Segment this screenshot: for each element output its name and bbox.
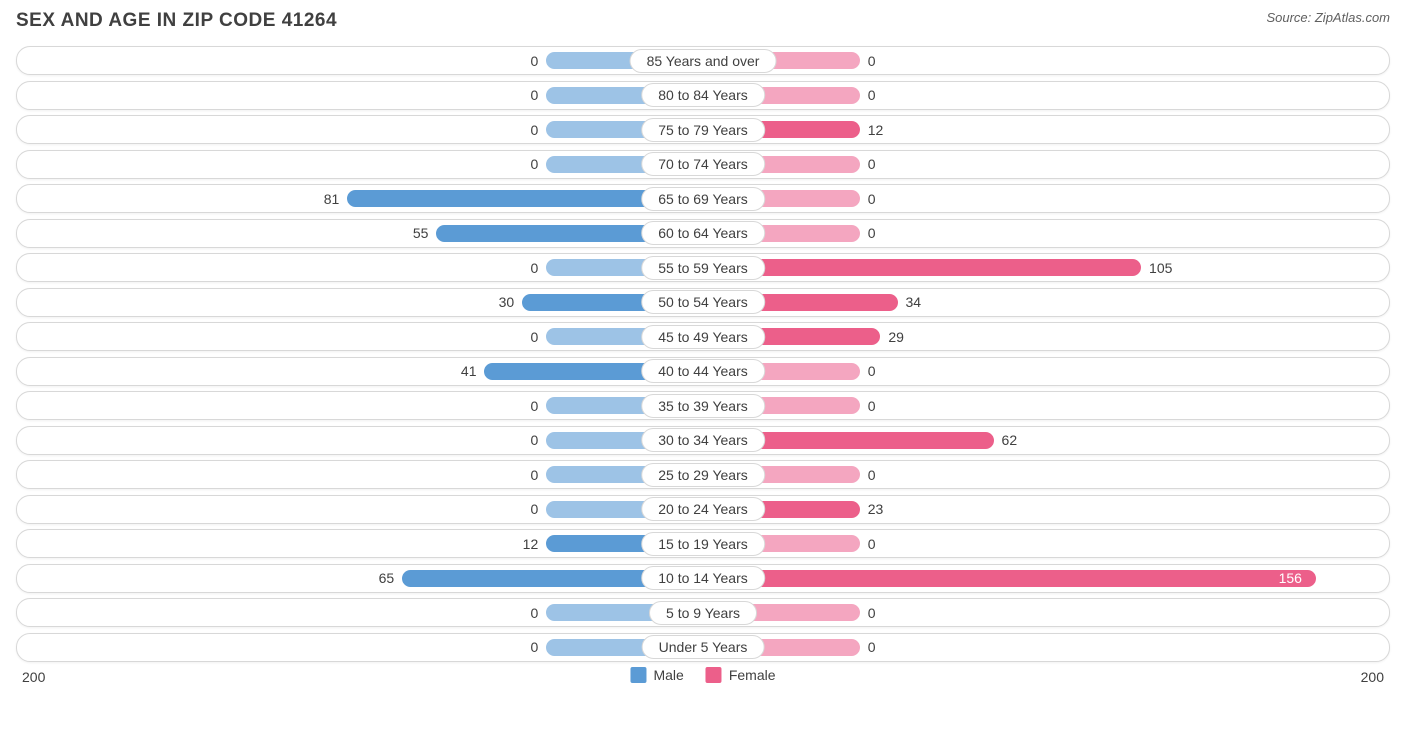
table-row: 0 12 75 to 79 Years [16,115,1390,144]
female-value: 34 [898,294,930,311]
category-label: 30 to 34 Years [641,428,765,452]
male-value: 55 [405,225,437,242]
chart-header: SEX AND AGE IN ZIP CODE 41264 Source: Zi… [16,10,1390,32]
female-value: 105 [1141,259,1180,276]
table-row: 55 0 60 to 64 Years [16,219,1390,248]
female-value: 62 [994,432,1026,449]
female-value: 0 [860,87,884,104]
category-label: 80 to 84 Years [641,83,765,107]
chart-footer: 200 Male Female 200 [16,667,1390,693]
category-label: 70 to 74 Years [641,152,765,176]
category-label: 55 to 59 Years [641,256,765,280]
male-value: 0 [522,87,546,104]
male-value: 0 [522,466,546,483]
chart-legend: Male Female [630,667,775,683]
category-label: 45 to 49 Years [641,325,765,349]
female-value: 0 [860,604,884,621]
table-row: 0 0 85 Years and over [16,46,1390,75]
female-value: 29 [880,328,912,345]
table-row: 0 0 70 to 74 Years [16,150,1390,179]
legend-swatch [630,667,646,683]
table-row: 81 0 65 to 69 Years [16,184,1390,213]
female-value: 0 [860,156,884,173]
female-value: 0 [860,225,884,242]
table-row: 0 0 35 to 39 Years [16,391,1390,420]
male-value: 0 [522,432,546,449]
axis-max-left: 200 [22,669,45,685]
table-row: 0 0 25 to 29 Years [16,460,1390,489]
table-row: 0 23 20 to 24 Years [16,495,1390,524]
male-value: 0 [522,121,546,138]
female-bar: 105 [703,258,1142,277]
female-value: 0 [860,52,884,69]
legend-label: Male [653,667,683,683]
chart-source: Source: ZipAtlas.com [1266,10,1390,25]
male-value: 0 [522,156,546,173]
category-label: 10 to 14 Years [641,566,765,590]
male-value: 41 [453,363,485,380]
table-row: 0 0 Under 5 Years [16,633,1390,662]
category-label: 25 to 29 Years [641,463,765,487]
category-label: 60 to 64 Years [641,221,765,245]
category-label: 15 to 19 Years [641,532,765,556]
table-row: 30 34 50 to 54 Years [16,288,1390,317]
table-row: 0 29 45 to 49 Years [16,322,1390,351]
category-label: 35 to 39 Years [641,394,765,418]
female-value: 0 [860,397,884,414]
legend-item: Male [630,667,683,683]
female-bar: 156 [703,569,1317,588]
female-value: 23 [860,501,892,518]
category-label: Under 5 Years [642,635,765,659]
male-value: 30 [491,294,523,311]
legend-swatch [706,667,722,683]
category-label: 85 Years and over [630,49,777,73]
female-value: 0 [860,639,884,656]
male-value: 0 [522,52,546,69]
table-row: 12 0 15 to 19 Years [16,529,1390,558]
table-row: 65 156 10 to 14 Years [16,564,1390,593]
chart-title: SEX AND AGE IN ZIP CODE 41264 [16,10,337,32]
male-value: 81 [316,190,348,207]
male-value: 65 [371,570,403,587]
female-value: 0 [860,363,884,380]
category-label: 40 to 44 Years [641,359,765,383]
male-value: 12 [515,535,547,552]
female-value: 156 [1271,570,1310,587]
table-row: 0 62 30 to 34 Years [16,426,1390,455]
category-label: 75 to 79 Years [641,118,765,142]
male-value: 0 [522,328,546,345]
female-value: 0 [860,466,884,483]
table-row: 0 0 80 to 84 Years [16,81,1390,110]
category-label: 50 to 54 Years [641,290,765,314]
axis-max-right: 200 [1361,669,1384,685]
male-value: 0 [522,604,546,621]
male-value: 0 [522,259,546,276]
female-value: 0 [860,190,884,207]
category-label: 5 to 9 Years [649,601,757,625]
male-value: 0 [522,397,546,414]
legend-label: Female [729,667,776,683]
legend-item: Female [706,667,776,683]
population-pyramid-chart: 0 0 85 Years and over 0 0 80 to 84 Years 0 12 75… [16,46,1390,662]
category-label: 20 to 24 Years [641,497,765,521]
table-row: 010555 to 59 Years [16,253,1390,282]
male-value: 0 [522,639,546,656]
female-value: 0 [860,535,884,552]
male-value: 0 [522,501,546,518]
female-value: 12 [860,121,892,138]
table-row: 0 0 5 to 9 Years [16,598,1390,627]
category-label: 65 to 69 Years [641,187,765,211]
table-row: 41 0 40 to 44 Years [16,357,1390,386]
